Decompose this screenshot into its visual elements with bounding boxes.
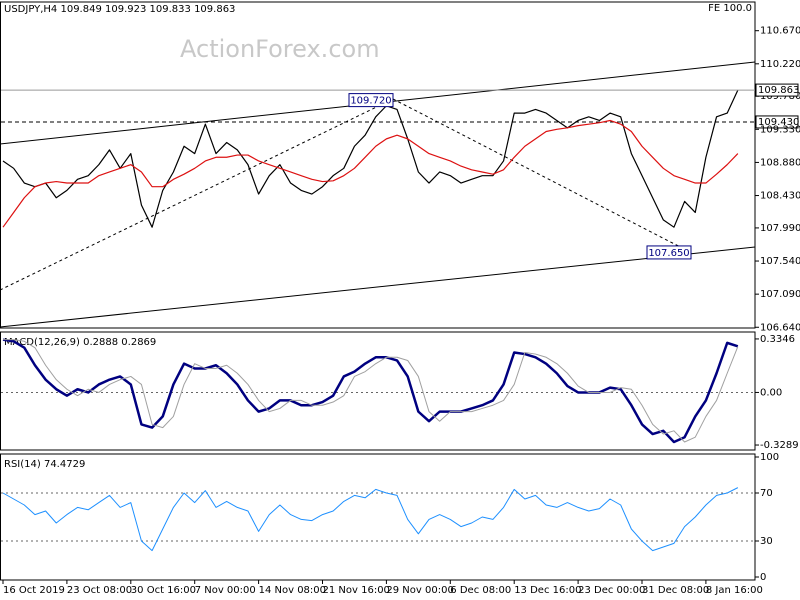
- y-tick-label: 108.880: [760, 157, 800, 168]
- annotation-box: [348, 93, 394, 108]
- watermark: ActionForex.com: [180, 35, 380, 63]
- y-tick-label: 107.540: [760, 256, 800, 267]
- series-line: [2, 487, 739, 552]
- x-tick-label: 21 Nov 16:00: [323, 585, 390, 596]
- level-label-box: [755, 115, 799, 129]
- panel-frame: [0, 331, 756, 451]
- series-line: [2, 119, 739, 228]
- y-tick-label: 110.220: [760, 59, 800, 70]
- y-tick-label: -0.3289: [760, 440, 799, 451]
- x-tick-label: 23 Oct 08:00: [67, 585, 132, 596]
- y-tick-label: 108.430: [760, 191, 800, 202]
- channel-lower: [0, 246, 756, 328]
- annotation-label: 107.650: [648, 248, 689, 259]
- y-tick-label: 0.00: [760, 387, 782, 398]
- y-tick-label: 100: [760, 452, 779, 463]
- x-tick-label: 29 Nov 00:00: [386, 585, 453, 596]
- y-tick-label: 0.3346: [760, 334, 795, 345]
- x-tick-label: 30 Oct 16:00: [131, 585, 196, 596]
- current-price-box: [755, 83, 799, 97]
- y-tick-label: 106.640: [760, 322, 800, 333]
- series-line: [3, 339, 739, 443]
- current-price-label: 109.863: [758, 85, 799, 96]
- y-tick-label: 107.090: [760, 289, 800, 300]
- level-label: 109.430: [758, 117, 799, 128]
- y-tick-label: 70: [760, 488, 773, 499]
- x-tick-label: 23 Dec 00:00: [578, 585, 645, 596]
- panel-frame: [0, 1, 756, 329]
- panel-title: RSI(14) 74.4729: [4, 459, 85, 470]
- dashed-trend: [0, 98, 394, 291]
- y-tick-label: 109.780: [760, 91, 800, 102]
- series-line: [2, 338, 739, 444]
- panel-title: USDJPY,H4 109.849 109.923 109.833 109.86…: [4, 4, 235, 15]
- y-tick-label: 107.990: [760, 223, 800, 234]
- y-tick-label: 109.330: [760, 124, 800, 135]
- panel-title: MACD(12,26,9) 0.2888 0.2869: [4, 337, 156, 348]
- y-tick-label: 110.670: [760, 26, 800, 37]
- annotation-label: 109.720: [350, 96, 391, 107]
- x-tick-label: 31 Dec 08:00: [642, 585, 709, 596]
- annotation-box: [646, 245, 692, 260]
- x-tick-label: 14 Nov 08:00: [259, 585, 326, 596]
- x-tick-label: 8 Jan 16:00: [706, 585, 763, 596]
- x-tick-label: 6 Dec 08:00: [450, 585, 511, 596]
- dashed-trend: [392, 98, 691, 253]
- series-line: [2, 89, 739, 228]
- x-tick-label: 16 Oct 2019: [3, 585, 65, 596]
- x-tick-label: 13 Dec 16:00: [514, 585, 581, 596]
- y-tick-label: 30: [760, 536, 773, 547]
- y-tick-label: 0: [760, 572, 766, 583]
- indicator-label: FE 100.0: [708, 3, 752, 14]
- x-tick-label: 7 Nov 00:00: [195, 585, 256, 596]
- panel-frame: [0, 453, 756, 581]
